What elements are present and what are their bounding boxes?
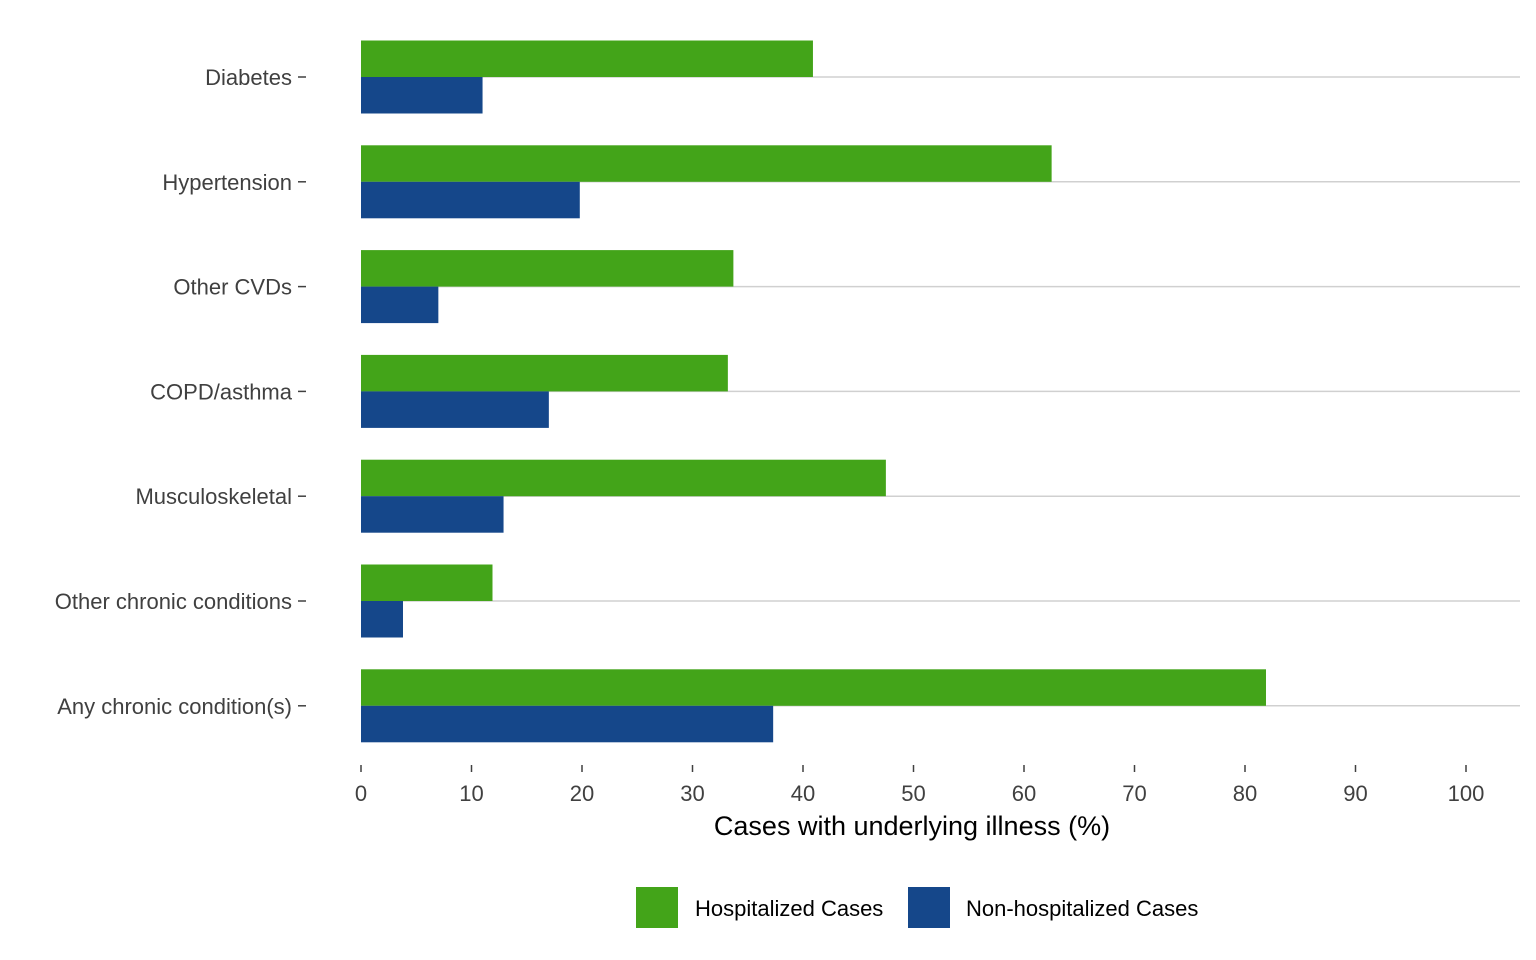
x-tick-label: 80 xyxy=(1233,781,1257,806)
y-tick-label: Other chronic conditions xyxy=(55,589,292,614)
x-tick-label: 70 xyxy=(1122,781,1146,806)
bar-non-hospitalized xyxy=(361,601,403,638)
legend-item-non-hospitalized: Non-hospitalized Cases xyxy=(908,887,1198,928)
bar-non-hospitalized xyxy=(361,77,483,114)
y-tick-label: Musculoskeletal xyxy=(135,484,292,509)
y-tick-label: Other CVDs xyxy=(173,275,292,300)
y-tick-label: Hypertension xyxy=(162,170,292,195)
x-tick-label: 10 xyxy=(459,781,483,806)
legend: Hospitalized Cases Non-hospitalized Cases xyxy=(636,887,1198,928)
bar-hospitalized xyxy=(361,250,734,287)
x-tick-label: 20 xyxy=(570,781,594,806)
x-tick-label: 40 xyxy=(791,781,815,806)
x-tick-label: 100 xyxy=(1448,781,1485,806)
x-tick-label: 0 xyxy=(355,781,367,806)
bar-non-hospitalized xyxy=(361,286,439,324)
bar-non-hospitalized xyxy=(361,705,774,743)
bar-non-hospitalized xyxy=(361,181,580,219)
y-tick-label: Any chronic condition(s) xyxy=(57,694,292,719)
bar-hospitalized xyxy=(361,459,886,497)
bars xyxy=(361,40,1266,743)
bar-non-hospitalized xyxy=(361,391,549,428)
x-axis: 0 10 20 30 40 50 60 70 80 90 100 xyxy=(355,765,1484,806)
bar-hospitalized xyxy=(361,669,1266,706)
bar-hospitalized xyxy=(361,40,813,77)
legend-label: Hospitalized Cases xyxy=(695,896,883,921)
bar-hospitalized xyxy=(361,564,493,601)
legend-key xyxy=(908,887,950,928)
x-tick-label: 50 xyxy=(901,781,925,806)
x-axis-title: Cases with underlying illness (%) xyxy=(714,811,1110,841)
x-tick-label: 60 xyxy=(1012,781,1036,806)
y-tick-label: COPD/asthma xyxy=(150,379,293,404)
bar-hospitalized xyxy=(361,354,728,392)
x-tick-label: 90 xyxy=(1343,781,1367,806)
y-axis-labels: Diabetes Hypertension Other CVDs COPD/asthm… xyxy=(55,65,306,719)
bar-non-hospitalized xyxy=(361,496,504,533)
y-tick-label: Diabetes xyxy=(205,65,292,90)
legend-item-hospitalized: Hospitalized Cases xyxy=(636,887,883,928)
x-tick-label: 30 xyxy=(680,781,704,806)
legend-key xyxy=(636,887,678,928)
legend-label: Non-hospitalized Cases xyxy=(966,896,1198,921)
bar-hospitalized xyxy=(361,145,1052,182)
